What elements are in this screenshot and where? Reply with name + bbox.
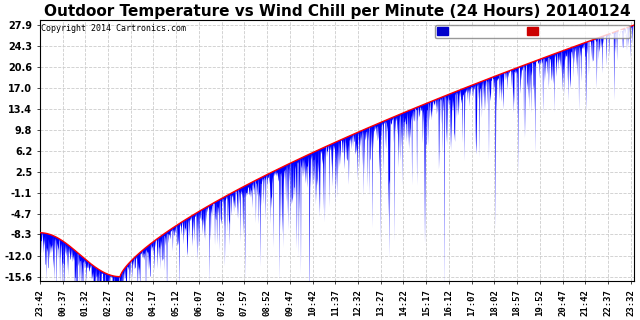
Title: Outdoor Temperature vs Wind Chill per Minute (24 Hours) 20140124: Outdoor Temperature vs Wind Chill per Mi… <box>44 4 630 19</box>
Legend: Wind Chill (°F), Temperature (°F): Wind Chill (°F), Temperature (°F) <box>435 25 630 38</box>
Text: Copyright 2014 Cartronics.com: Copyright 2014 Cartronics.com <box>41 24 186 33</box>
